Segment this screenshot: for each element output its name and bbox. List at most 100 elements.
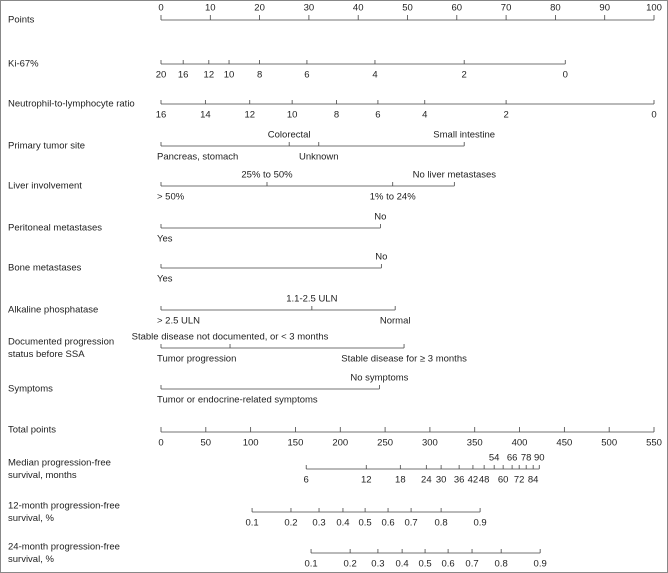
tick-label: 30: [304, 3, 315, 14]
tick-label: 0.7: [465, 559, 478, 570]
tick-label: 66: [507, 453, 518, 464]
tick-label: 0.3: [312, 518, 325, 529]
tick-label: Stable disease not documented, or < 3 mo…: [132, 332, 329, 343]
tick-label: 78: [521, 453, 532, 464]
tick-label: 0.5: [418, 559, 431, 570]
tick-label: Normal: [380, 316, 411, 327]
tick-label: 0: [158, 438, 163, 449]
row-name: status before SSA: [8, 349, 85, 360]
tick-label: > 50%: [157, 192, 185, 203]
row-name: survival, months: [8, 470, 77, 481]
tick-label: 90: [599, 3, 610, 14]
row-name: 24-month progression-free: [8, 541, 120, 552]
row-name: Bone metastases: [8, 263, 82, 274]
tick-label: No: [375, 252, 387, 263]
tick-label: 550: [646, 438, 662, 449]
row-name: Peritoneal metastases: [8, 223, 102, 234]
tick-label: Colorectal: [268, 130, 311, 141]
tick-label: 70: [501, 3, 512, 14]
tick-label: 6: [304, 70, 309, 81]
tick-label: 90: [534, 453, 545, 464]
tick-label: 4: [422, 110, 427, 121]
tick-label: 0.1: [245, 518, 258, 529]
tick-label: 16: [178, 70, 189, 81]
tick-label: Stable disease for ≥ 3 months: [341, 354, 467, 365]
tick-label: 84: [528, 475, 539, 486]
tick-label: 60: [452, 3, 463, 14]
tick-label: No liver metastases: [413, 170, 497, 181]
tick-label: 0.9: [534, 559, 547, 570]
tick-label: 25% to 50%: [241, 170, 293, 181]
tick-label: 300: [422, 438, 438, 449]
tick-label: Small intestine: [433, 130, 495, 141]
tick-label: 0.2: [284, 518, 297, 529]
tick-label: Unknown: [299, 152, 339, 163]
tick-label: 2: [462, 70, 467, 81]
tick-label: 0.8: [435, 518, 448, 529]
tick-label: 6: [375, 110, 380, 121]
tick-label: > 2.5 ULN: [157, 316, 200, 327]
tick-label: 12: [361, 475, 372, 486]
tick-label: 50: [201, 438, 212, 449]
tick-label: 20: [156, 70, 167, 81]
tick-label: 18: [395, 475, 406, 486]
tick-label: 0.6: [441, 559, 454, 570]
tick-label: 48: [479, 475, 490, 486]
row-name: Primary tumor site: [8, 141, 85, 152]
row-name: survival, %: [8, 554, 54, 565]
tick-label: 500: [601, 438, 617, 449]
row-name: 12-month progression-free: [8, 500, 120, 511]
row-name: Points: [8, 15, 35, 26]
tick-label: 20: [254, 3, 265, 14]
tick-label: 0.5: [358, 518, 371, 529]
tick-label: 36: [454, 475, 465, 486]
tick-label: 80: [550, 3, 561, 14]
tick-label: 54: [489, 453, 500, 464]
row-name: Ki-67%: [8, 59, 39, 70]
row-name: Documented progression: [8, 336, 114, 347]
tick-label: 72: [514, 475, 525, 486]
tick-label: Pancreas, stomach: [157, 152, 238, 163]
tick-label: 40: [353, 3, 364, 14]
tick-label: 8: [257, 70, 262, 81]
tick-label: 10: [287, 110, 298, 121]
tick-label: 24: [421, 475, 432, 486]
tick-label: 0.3: [371, 559, 384, 570]
tick-label: 200: [332, 438, 348, 449]
tick-label: 1.1-2.5 ULN: [286, 294, 337, 305]
tick-label: 8: [334, 110, 339, 121]
tick-label: 350: [467, 438, 483, 449]
tick-label: Tumor or endocrine-related symptoms: [157, 395, 318, 406]
tick-label: 12: [204, 70, 215, 81]
tick-label: 150: [288, 438, 304, 449]
tick-label: No: [374, 212, 386, 223]
tick-label: 10: [224, 70, 235, 81]
tick-label: 42: [468, 475, 479, 486]
tick-label: 450: [556, 438, 572, 449]
tick-label: 14: [200, 110, 211, 121]
tick-label: 100: [646, 3, 662, 14]
tick-label: 0: [158, 3, 163, 14]
tick-label: 0: [563, 70, 568, 81]
tick-label: 1% to 24%: [370, 192, 416, 203]
tick-label: 0.1: [304, 559, 317, 570]
tick-label: 60: [498, 475, 509, 486]
tick-label: 16: [156, 110, 167, 121]
tick-label: Yes: [157, 274, 173, 285]
tick-label: 0.4: [396, 559, 409, 570]
tick-label: 0.2: [344, 559, 357, 570]
tick-label: 0.6: [381, 518, 394, 529]
tick-label: 2: [503, 110, 508, 121]
tick-label: 10: [205, 3, 216, 14]
row-name: Total points: [8, 425, 56, 436]
tick-label: 0.8: [495, 559, 508, 570]
row-name: Alkaline phosphatase: [8, 305, 98, 316]
row-name: Symptoms: [8, 384, 53, 395]
tick-label: 400: [512, 438, 528, 449]
row-name: Median progression-free: [8, 457, 111, 468]
tick-label: 250: [377, 438, 393, 449]
tick-label: 0.7: [404, 518, 417, 529]
tick-label: 30: [436, 475, 447, 486]
